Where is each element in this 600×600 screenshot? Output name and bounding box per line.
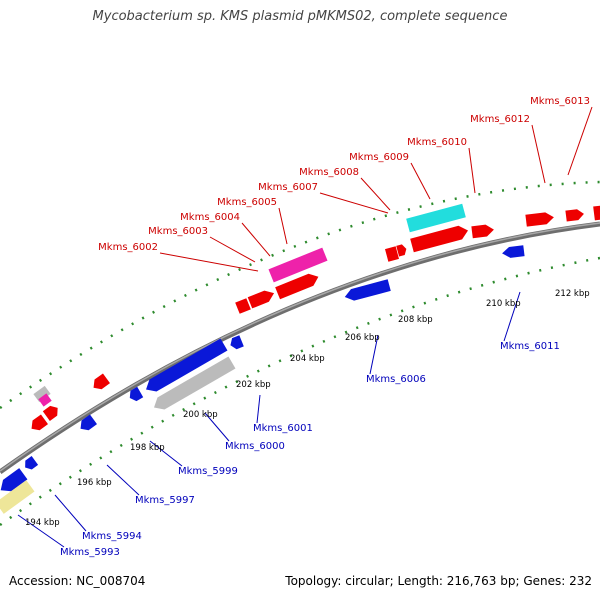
forward-label-leader <box>531 124 546 184</box>
gene-feature[interactable] <box>151 356 236 413</box>
topology-summary: Topology: circular; Length: 216,763 bp; … <box>285 574 592 588</box>
reverse-gene-label[interactable]: Mkms_6000 <box>225 441 285 452</box>
forward-gene-label[interactable]: Mkms_6009 <box>349 152 409 163</box>
gene-feature[interactable] <box>38 393 52 407</box>
gene-feature[interactable] <box>0 468 28 496</box>
forward-gene-label[interactable]: Mkms_6012 <box>470 114 530 125</box>
gene-feature[interactable] <box>268 247 328 283</box>
gene-feature[interactable] <box>127 386 144 403</box>
scale-tick-label: 208 kbp <box>398 315 433 325</box>
gene-feature[interactable] <box>143 338 228 395</box>
gene-feature[interactable] <box>343 279 391 302</box>
gene-feature[interactable] <box>42 403 61 421</box>
gene-feature[interactable] <box>385 246 399 262</box>
gene-feature[interactable] <box>235 298 251 314</box>
scale-tick-label: 204 kbp <box>290 354 325 364</box>
gene-feature[interactable] <box>247 288 277 309</box>
gene-feature[interactable] <box>228 335 244 351</box>
forward-label-leader <box>360 177 391 211</box>
reverse-label-leader <box>17 514 65 548</box>
forward-label-leader <box>209 236 256 263</box>
forward-gene-label[interactable]: Mkms_6002 <box>98 242 158 253</box>
reverse-gene-label[interactable]: Mkms_5997 <box>135 495 195 506</box>
forward-label-leader <box>468 147 476 194</box>
scale-tick-label: 194 kbp <box>25 518 60 528</box>
reverse-label-leader <box>503 291 521 342</box>
gene-feature[interactable] <box>22 456 39 472</box>
outer-dotted-ring <box>0 180 600 410</box>
forward-label-leader <box>241 222 271 257</box>
forward-label-leader <box>410 162 431 200</box>
forward-gene-label[interactable]: Mkms_6003 <box>148 226 208 237</box>
reverse-gene-label[interactable]: Mkms_6006 <box>366 374 426 385</box>
gene-feature[interactable] <box>28 414 48 433</box>
forward-label-leader <box>278 207 288 245</box>
forward-gene-label[interactable]: Mkms_6008 <box>299 167 359 178</box>
gene-feature[interactable] <box>406 203 466 233</box>
forward-gene-label[interactable]: Mkms_6007 <box>258 182 318 193</box>
forward-label-leader <box>319 192 389 214</box>
gene-feature[interactable] <box>0 480 35 514</box>
gene-feature[interactable] <box>471 224 494 239</box>
reverse-label-leader <box>369 334 379 375</box>
gene-feature[interactable] <box>275 271 321 300</box>
reverse-label-leader <box>149 440 183 467</box>
plasmid-backbone-highlight <box>0 222 600 472</box>
reverse-gene-label[interactable]: Mkms_5999 <box>178 466 238 477</box>
scale-tick-label: 206 kbp <box>345 333 380 343</box>
forward-label-leader <box>567 106 593 176</box>
gene-feature[interactable] <box>396 244 408 257</box>
reverse-gene-label[interactable]: Mkms_6001 <box>253 423 313 434</box>
gene-feature[interactable] <box>77 414 97 433</box>
scale-tick-label: 210 kbp <box>486 299 521 309</box>
scale-tick-label: 196 kbp <box>77 478 112 488</box>
reverse-label-leader <box>106 464 140 496</box>
gene-feature[interactable] <box>593 205 600 221</box>
gene-feature[interactable] <box>33 385 51 403</box>
gene-feature[interactable] <box>565 208 584 222</box>
forward-gene-label[interactable]: Mkms_6004 <box>180 212 240 223</box>
plasmid-backbone <box>0 221 600 475</box>
forward-gene-label[interactable]: Mkms_6013 <box>530 96 590 107</box>
gene-feature[interactable] <box>90 373 110 392</box>
reverse-label-leader <box>204 412 230 442</box>
reverse-gene-label[interactable]: Mkms_6011 <box>500 341 560 352</box>
gene-feature[interactable] <box>410 224 470 253</box>
reverse-gene-label[interactable]: Mkms_5994 <box>82 531 142 542</box>
reverse-gene-label[interactable]: Mkms_5993 <box>60 547 120 558</box>
reverse-label-leader <box>54 494 87 532</box>
forward-label-leader <box>159 252 259 272</box>
scale-tick-label: 200 kbp <box>183 410 218 420</box>
forward-gene-label[interactable]: Mkms_6005 <box>217 197 277 208</box>
scale-tick-label: 212 kbp <box>555 289 590 299</box>
gene-feature[interactable] <box>501 245 525 259</box>
scale-tick-label: 198 kbp <box>130 443 165 453</box>
gene-feature[interactable] <box>525 211 554 227</box>
scale-tick-label: 202 kbp <box>236 380 271 390</box>
accession-text: Accession: NC_008704 <box>9 574 146 588</box>
map-title: Mycobacterium sp. KMS plasmid pMKMS02, c… <box>92 9 508 24</box>
forward-gene-label[interactable]: Mkms_6010 <box>407 137 467 148</box>
reverse-label-leader <box>256 394 261 424</box>
